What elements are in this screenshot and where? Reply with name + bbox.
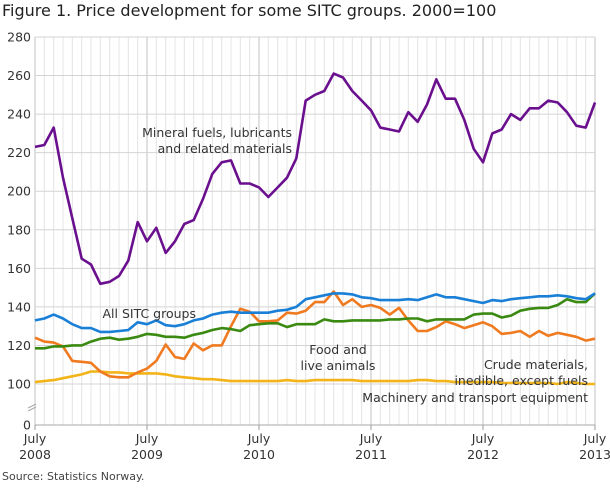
axis-break-mark <box>27 403 37 409</box>
series-label: Machinery and transport equipment <box>362 390 588 405</box>
y-tick-label: 180 <box>7 222 31 237</box>
y-tick-label: 160 <box>7 261 31 276</box>
source-note: Source: Statistics Norway. <box>2 470 145 483</box>
x-tick-year: 2009 <box>131 447 163 462</box>
y-tick-label: 120 <box>7 338 31 353</box>
series-line-1 <box>34 292 596 334</box>
y-tick-label: 260 <box>7 68 31 83</box>
y-tick-label: 220 <box>7 145 31 160</box>
y-tick-label: 140 <box>7 299 31 314</box>
x-tick-year: 2013 <box>579 447 610 462</box>
y-tick-label: 0 <box>23 418 31 433</box>
series-label: Crude materials, <box>484 357 588 372</box>
y-tick-label: 280 <box>7 30 31 45</box>
x-tick-year: 2012 <box>467 447 499 462</box>
series-label: inedible, except fuels <box>454 373 588 388</box>
x-tick-year: 2008 <box>19 447 51 462</box>
series-line-0 <box>34 72 597 286</box>
series-label: and related materials <box>158 141 292 156</box>
chart-title: Figure 1. Price development for some SIT… <box>2 1 497 20</box>
x-tick-year: 2010 <box>243 447 275 462</box>
series-label: Food and <box>309 342 366 357</box>
y-tick-label: 100 <box>7 377 31 392</box>
x-tick-month: July <box>135 431 159 446</box>
x-tick-month: July <box>359 431 383 446</box>
series-label: Mineral fuels, lubricants <box>142 125 292 140</box>
x-tick-year: 2011 <box>355 447 387 462</box>
series-line-4 <box>34 370 595 386</box>
axis-break-mark <box>27 406 37 412</box>
series-label: All SITC groups <box>102 306 196 321</box>
x-tick-month: July <box>247 431 271 446</box>
y-tick-label: 200 <box>7 184 31 199</box>
series-line-2 <box>35 292 596 350</box>
series-label: live animals <box>301 358 376 373</box>
y-tick-label: 240 <box>7 107 31 122</box>
series-line-3 <box>34 290 596 379</box>
x-tick-month: July <box>583 431 607 446</box>
x-tick-month: July <box>23 431 47 446</box>
x-tick-month: July <box>471 431 495 446</box>
